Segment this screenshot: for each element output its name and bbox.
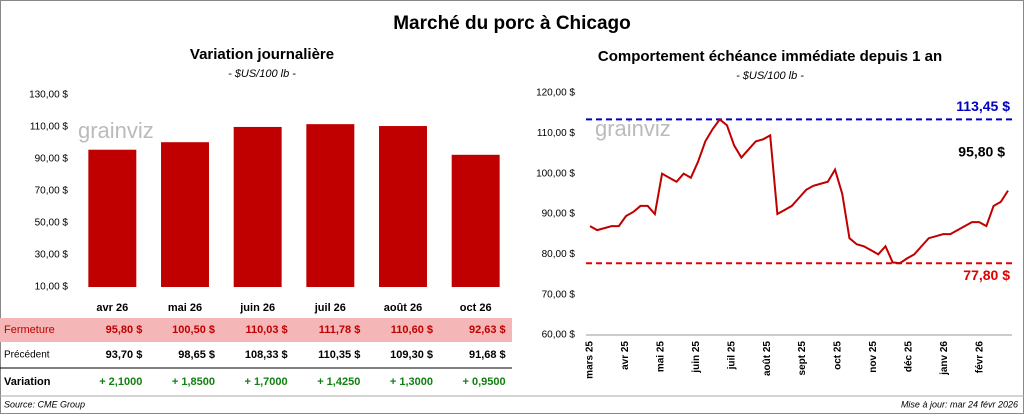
y-tick-label: 100,00 $ [536,168,575,179]
line [589,117,1009,265]
row-highlight [0,318,512,342]
table-cell: + 1,7000 [245,376,288,388]
bar [88,149,137,287]
bar [451,154,500,287]
y-tick-label: 10,00 $ [35,282,69,293]
reference-label: 113,45 $ [956,98,1010,114]
table-cell: 91,68 $ [469,349,506,361]
x-tick-label: déc 25 [903,341,914,373]
table-cell: + 1,8500 [172,376,215,388]
bar-title: Variation journalière [190,46,334,63]
x-tick-label: août 26 [384,302,423,314]
y-tick-label: 50,00 $ [35,218,69,229]
line-subtitle: - $US/100 lb - [736,70,804,82]
value-label: 110,03 $ [245,324,287,336]
value-label: 110,60 $ [391,324,433,336]
y-tick-label: 70,00 $ [542,289,576,300]
x-tick-label: juil 25 [726,341,737,371]
table-cell: + 2,1000 [99,376,142,388]
x-tick-label: juin 25 [691,341,702,374]
last-value-label: 95,80 $ [958,144,1005,160]
x-tick-label: avr 26 [96,302,128,314]
bar [161,142,209,287]
y-tick-label: 90,00 $ [542,209,576,220]
x-tick-label: sept 25 [797,341,808,376]
y-tick-label: 60,00 $ [542,330,576,341]
y-tick-label: 110,00 $ [30,122,69,133]
y-tick-label: 120,00 $ [536,88,575,99]
table-cell: 109,30 $ [390,349,433,361]
table-cell: 108,33 $ [245,349,288,361]
value-label: 92,63 $ [469,324,506,336]
x-tick-label: mai 26 [168,302,202,314]
value-label: 111,78 $ [319,324,361,336]
y-tick-label: 110,00 $ [537,128,576,139]
table-cell: 110,35 $ [318,349,360,361]
updated: Mise à jour: mar 24 févr 2026 [901,399,1018,409]
x-tick-label: janv 26 [939,341,950,376]
row-label: Fermeture [4,324,55,336]
x-tick-label: oct 26 [460,302,492,314]
watermark: grainviz [78,118,154,143]
y-tick-label: 130,00 $ [29,90,68,101]
row-label: Précédent [4,350,50,361]
y-tick-label: 90,00 $ [35,154,69,165]
line-title: Comportement échéance immédiate depuis 1… [598,48,942,65]
x-tick-label: févr 26 [974,341,985,374]
x-tick-label: nov 25 [868,341,879,373]
x-tick-label: oct 25 [833,341,844,370]
source: Source: CME Group [4,399,85,409]
bar [306,124,355,287]
y-tick-label: 70,00 $ [35,186,69,197]
bar [233,126,282,288]
table-cell: 93,70 $ [106,349,143,361]
x-tick-label: mai 25 [655,341,666,373]
x-tick-label: juil 26 [314,302,346,314]
value-label: 100,50 $ [172,324,215,336]
reference-label: 77,80 $ [963,267,1010,283]
x-tick-label: août 25 [762,341,773,376]
table-cell: + 1,3000 [390,376,433,388]
bar [379,126,427,287]
x-tick-label: mars 25 [585,341,596,379]
bar-subtitle: - $US/100 lb - [228,68,296,80]
row-label: Variation [4,376,51,388]
table-cell: 98,65 $ [178,349,215,361]
x-tick-label: avr 25 [620,341,631,370]
page-title: Marché du porc à Chicago [393,13,631,34]
x-tick-label: juin 26 [239,302,275,314]
table-cell: + 0,9500 [463,376,506,388]
y-tick-label: 80,00 $ [542,249,576,260]
value-label: 95,80 $ [106,324,143,336]
y-tick-label: 30,00 $ [35,250,69,261]
table-cell: + 1,4250 [317,376,360,388]
